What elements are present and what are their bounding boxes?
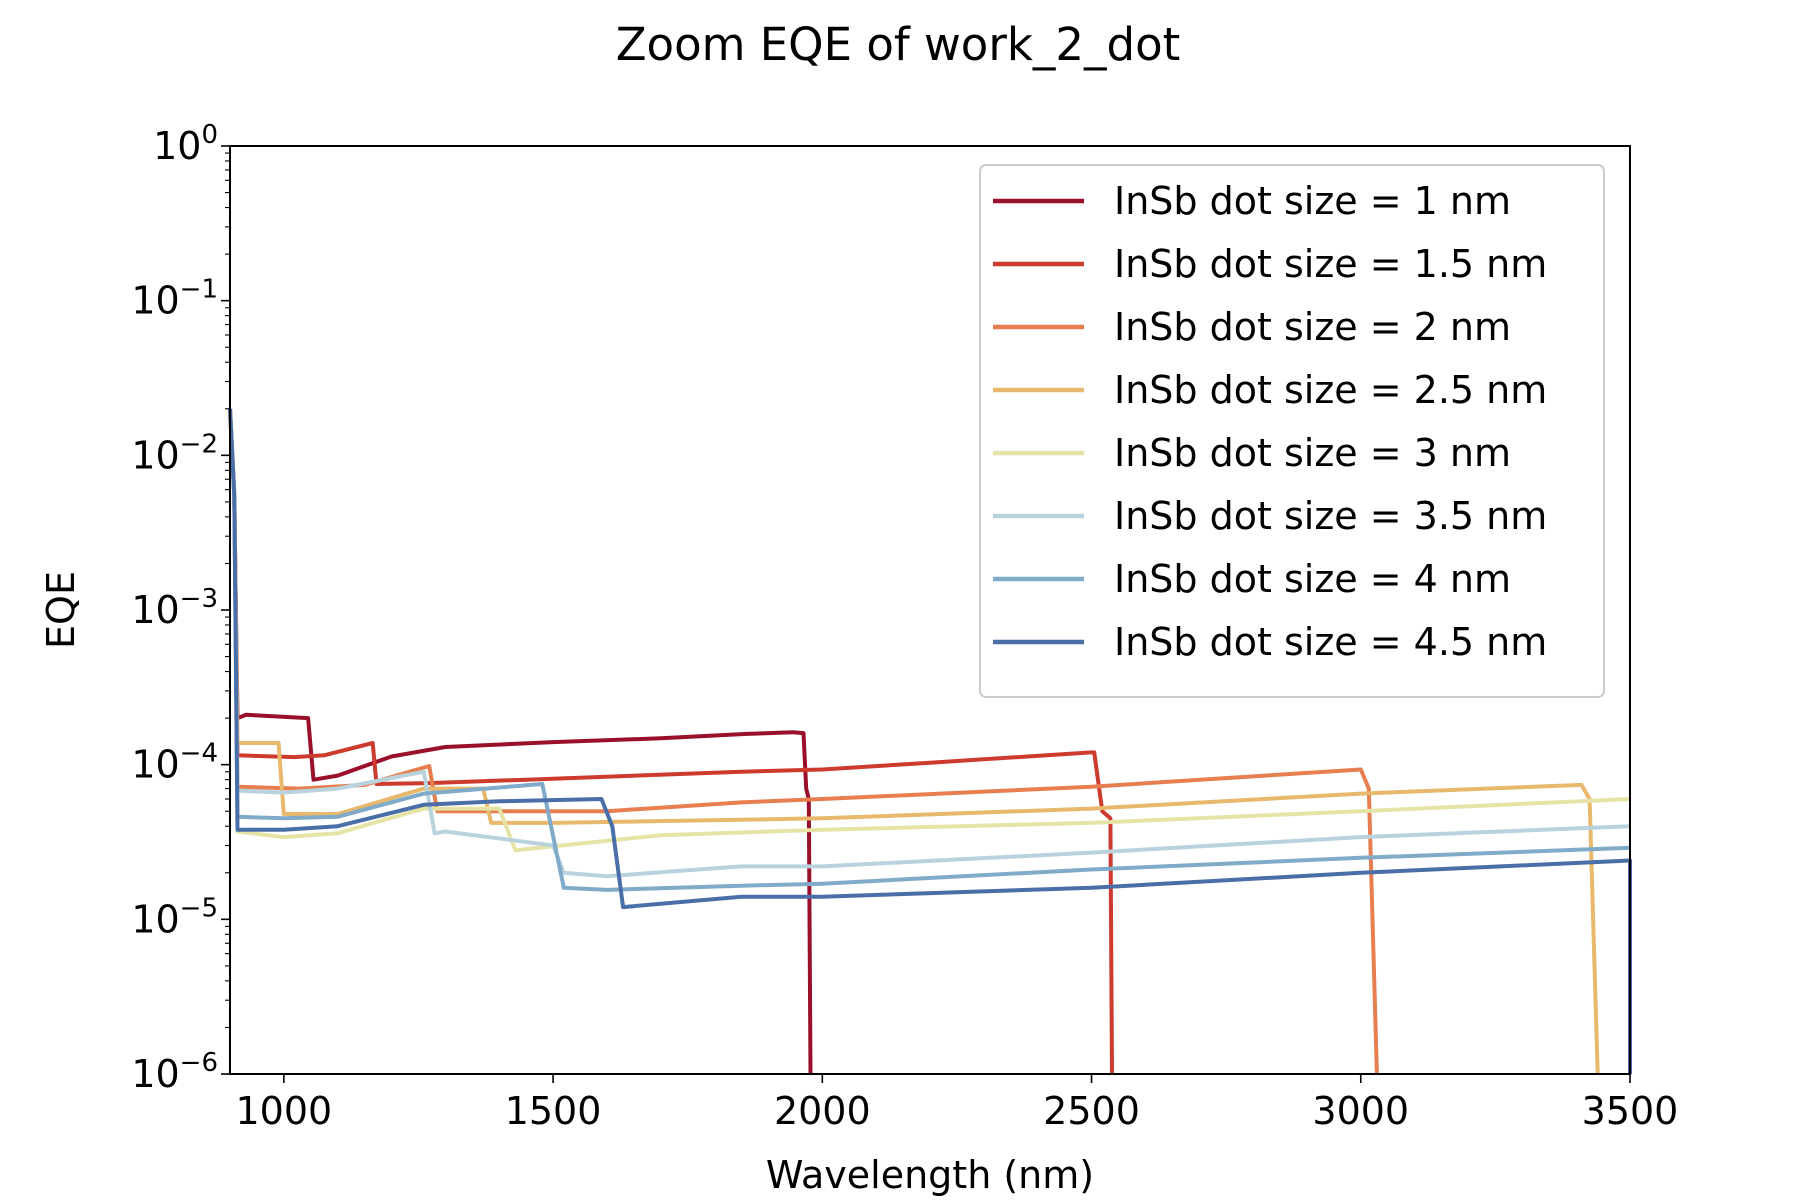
legend-label-4: InSb dot size = 2.5 nm [1114,368,1547,412]
y-tick-label-1: 10−1 [131,275,218,323]
y-tick-label-3: 10−3 [131,584,218,632]
series-layer [228,408,1632,1075]
y-tick-label-4: 10−4 [131,739,218,787]
series-line-6 [228,408,1631,879]
series-line-4 [228,408,1600,1075]
x-tick-label-2000: 2000 [774,1089,871,1133]
series-line-8 [228,408,1632,1074]
x-axis-title: Wavelength (nm) [766,1153,1094,1197]
series-line-1 [228,408,813,1075]
legend-label-3: InSb dot size = 2 nm [1114,305,1511,349]
y-tick-label-2: 10−2 [131,429,218,477]
x-tick-label-1500: 1500 [505,1089,602,1133]
y-axis-title: EQE [39,571,83,649]
series-line-7 [228,408,1631,892]
legend-label-7: InSb dot size = 4 nm [1114,557,1511,601]
legend-label-1: InSb dot size = 1 nm [1114,179,1511,223]
y-tick-label-5: 10−5 [131,893,218,941]
x-axis: 1000 1500 2000 2500 3000 3500 [235,1074,1678,1133]
legend-label-6: InSb dot size = 3.5 nm [1114,494,1547,538]
series-line-2 [228,408,1114,1075]
legend: InSb dot size = 1 nm InSb dot size = 1.5 … [979,164,1605,698]
y-tick-label-6: 10−6 [131,1048,218,1096]
legend-label-5: InSb dot size = 3 nm [1114,431,1511,475]
legend-label-8: InSb dot size = 4.5 nm [1114,620,1547,664]
legend-label-2: InSb dot size = 1.5 nm [1114,242,1547,286]
y-axis: 100 10−1 10−2 10−3 10−4 10−5 10−6 [131,120,230,1096]
legend-box [979,164,1605,698]
x-tick-label-2500: 2500 [1043,1089,1140,1133]
x-tick-label-3500: 3500 [1582,1089,1679,1133]
y-tick-label-0: 100 [153,120,218,168]
chart-title: Zoom EQE of work_2_dot [616,18,1181,71]
x-tick-label-1000: 1000 [235,1089,332,1133]
x-tick-label-3000: 3000 [1312,1089,1409,1133]
